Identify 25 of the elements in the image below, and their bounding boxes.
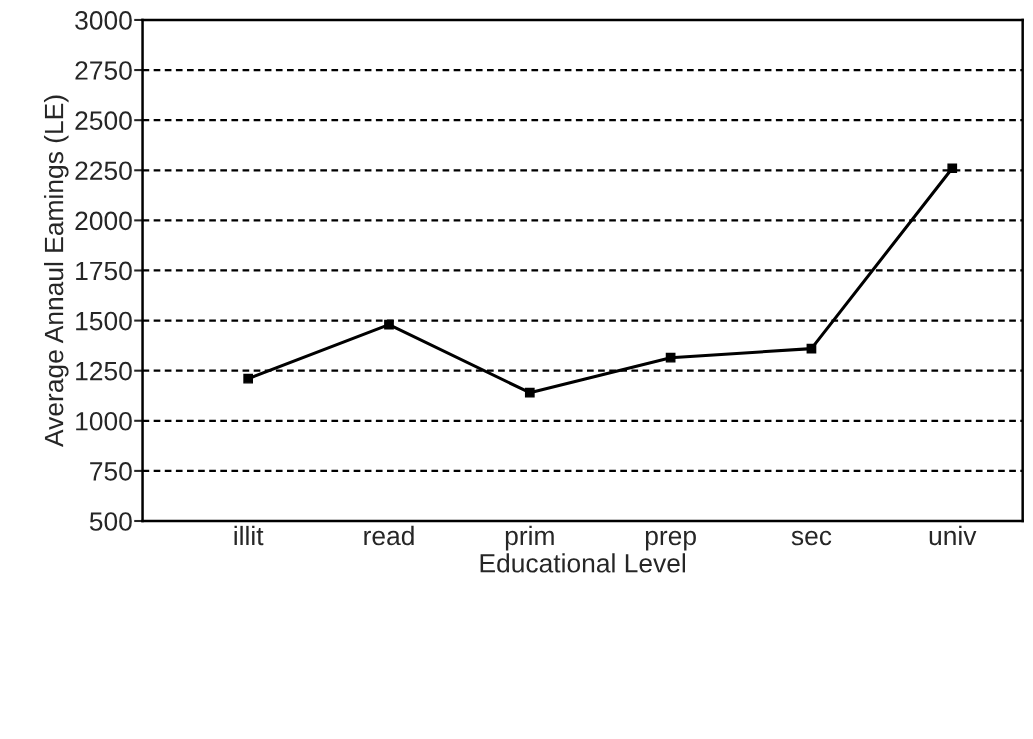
y-tick-label: 2000 <box>75 211 132 231</box>
x-tick-label: prim <box>505 525 554 551</box>
y-tick-label: 2500 <box>75 111 132 130</box>
y-tick-label: 2750 <box>75 61 132 80</box>
y-tick-label: 3000 <box>75 11 132 30</box>
point <box>243 373 254 384</box>
x-tick-label: sec <box>791 530 832 546</box>
x-tick-label: univ <box>929 525 977 546</box>
y-tick-label: 2250 <box>75 161 132 181</box>
y-tick-label: 500 <box>89 512 132 531</box>
point <box>947 163 958 174</box>
y-axis-title: Average Annaul Eamings (LE) <box>43 95 69 447</box>
y-tick-label: 750 <box>90 462 132 481</box>
y-tick-label: 1500 <box>76 311 132 331</box>
x-tick-label: illit <box>234 525 264 546</box>
y-tick-label: 1000 <box>76 411 132 431</box>
x-axis-title: Educational Level <box>480 553 686 573</box>
x-tick-label: read <box>364 525 414 546</box>
y-tick-label: 1750 <box>76 261 132 281</box>
point <box>806 343 817 354</box>
x-tick-label: prep <box>645 530 696 551</box>
y-tick-label: 1250 <box>76 361 132 381</box>
point <box>665 352 676 363</box>
point <box>524 387 535 398</box>
point <box>384 319 394 330</box>
